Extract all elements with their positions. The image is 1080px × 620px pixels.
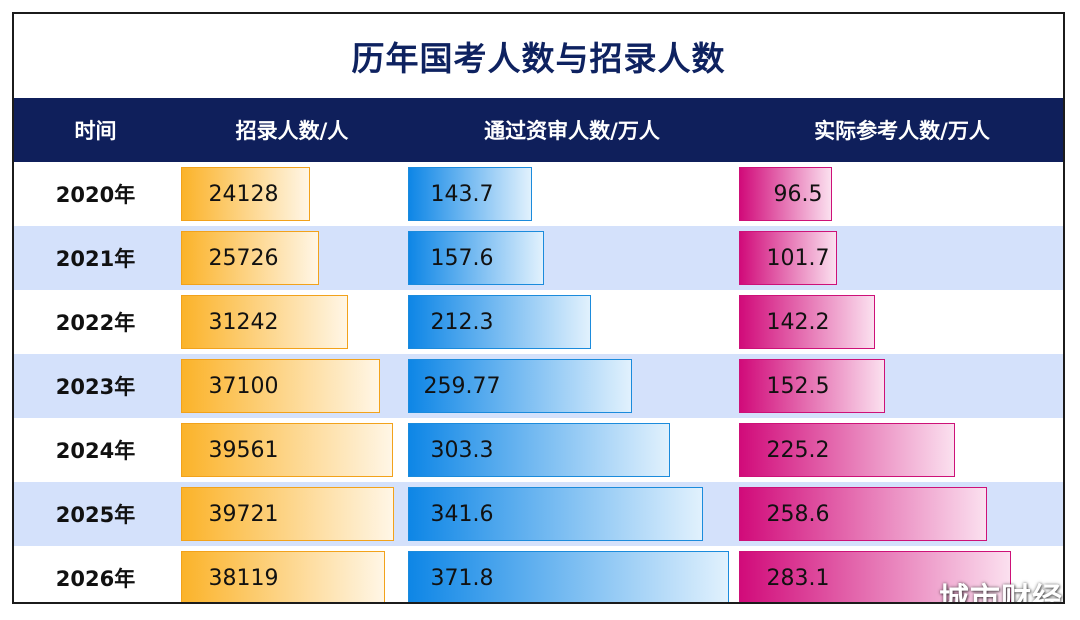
bar-actual [739,551,1011,602]
table-header: 时间 招录人数/人 通过资审人数/万人 实际参考人数/万人 [14,98,1063,162]
bar-actual [739,423,955,477]
bar-actual [739,231,837,285]
chart-frame: 历年国考人数与招录人数 时间 招录人数/人 通过资审人数/万人 实际参考人数/万… [12,12,1065,604]
bar-qualified [408,167,532,221]
table-row: 2023年 37100 259.77 152.5 [14,354,1063,418]
year-label: 2024年 [55,439,136,463]
data-label-actual: 225.2 [766,437,830,463]
bar-recruits [181,231,319,285]
table-row: 2022年 31242 212.3 142.2 [14,290,1063,354]
bar-qualified [408,487,703,541]
data-label-qualified: 371.8 [430,565,494,591]
bar-actual [739,359,885,413]
watermark-logo: 城市财经 [939,582,1063,604]
chart-title: 历年国考人数与招录人数 [351,39,726,78]
table-row: 2021年 25726 157.6 101.7 [14,226,1063,290]
data-label-qualified: 143.7 [430,181,494,207]
bar-actual [739,487,987,541]
bar-qualified [408,423,670,477]
data-label-qualified: 157.6 [430,245,494,271]
data-label-recruits: 24128 [208,181,279,207]
bar-qualified [408,551,729,602]
bar-actual [739,295,875,349]
bar-recruits [181,487,394,541]
data-label-recruits: 31242 [208,309,279,335]
data-label-qualified: 212.3 [430,309,494,335]
table-row: 2026年 38119 371.8 283.1 [14,546,1063,602]
bar-recruits [181,359,380,413]
table-row: 2024年 39561 303.3 225.2 [14,418,1063,482]
column-header-actual: 实际参考人数/万人 [814,119,990,143]
data-label-recruits: 25726 [208,245,279,271]
data-label-qualified: 259.77 [423,373,501,399]
column-header-time: 时间 [74,119,117,143]
year-label: 2026年 [55,567,136,591]
bar-actual [739,167,832,221]
column-header-recruits: 招录人数/人 [235,119,349,143]
data-label-actual: 96.5 [773,181,823,207]
data-label-qualified: 303.3 [430,437,494,463]
data-label-actual: 283.1 [766,565,830,591]
bar-recruits [181,551,385,602]
bar-recruits [181,295,348,349]
data-label-recruits: 39561 [208,437,279,463]
year-label: 2021年 [55,247,136,271]
bar-recruits [181,423,393,477]
year-label: 2023年 [55,375,136,399]
data-label-actual: 142.2 [766,309,830,335]
data-label-actual: 152.5 [766,373,830,399]
column-header-qualified: 通过资审人数/万人 [484,119,660,143]
bar-qualified [408,231,544,285]
year-label: 2020年 [55,183,136,207]
data-label-actual: 101.7 [766,245,830,271]
year-label: 2022年 [55,311,136,335]
data-label-recruits: 39721 [208,501,279,527]
table-row: 2020年 24128 143.7 96.5 [14,162,1063,226]
table-row: 2025年 39721 341.6 258.6 [14,482,1063,546]
data-label-actual: 258.6 [766,501,830,527]
data-label-recruits: 38119 [208,565,279,591]
year-label: 2025年 [55,503,136,527]
data-label-recruits: 37100 [208,373,279,399]
bar-qualified [408,359,632,413]
bar-qualified [408,295,591,349]
data-label-qualified: 341.6 [430,501,494,527]
bar-recruits [181,167,310,221]
